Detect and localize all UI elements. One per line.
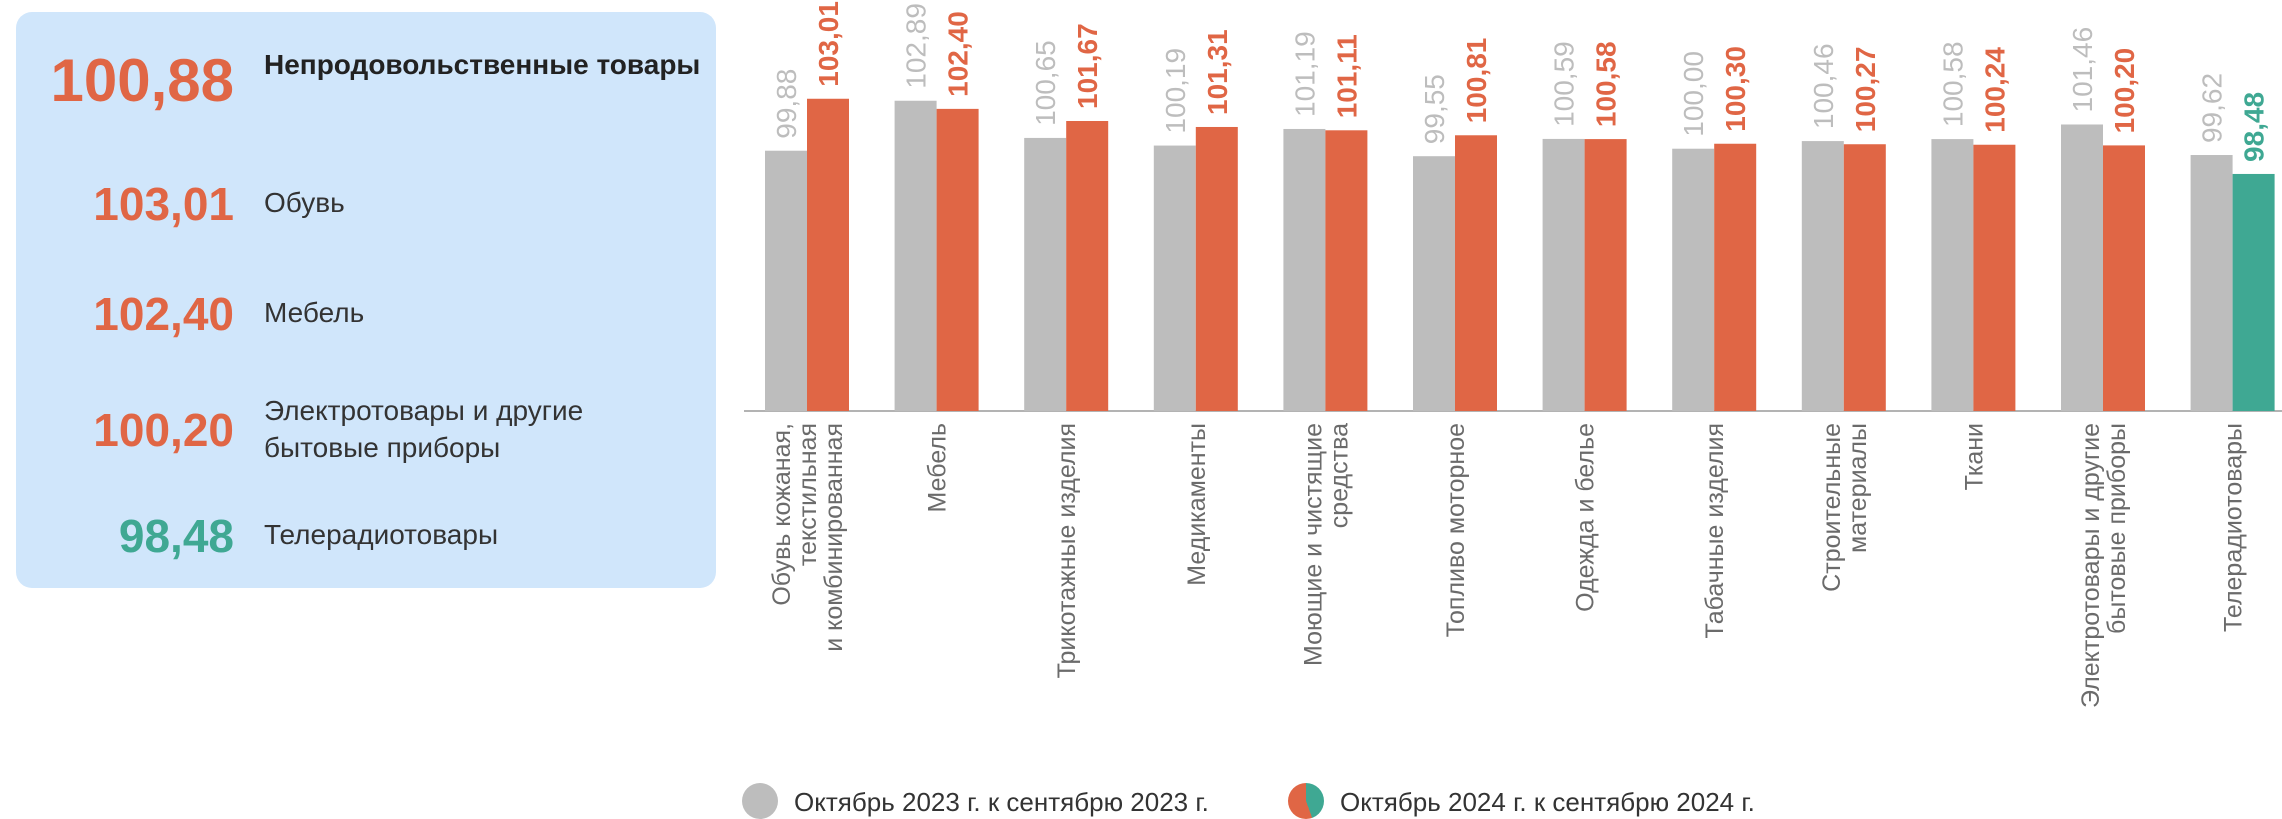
bar-2023	[2061, 124, 2103, 411]
summary-row-total: 100,88 Непродовольственные товары	[16, 44, 716, 122]
bar-2024	[1843, 144, 1886, 411]
data-label-2023: 101,46	[2067, 27, 2098, 113]
bar-2024	[1325, 130, 1368, 411]
bar-2023	[1024, 137, 1067, 411]
summary-label: Непродовольственные товары	[264, 49, 701, 80]
data-label-2023: 100,19	[1160, 48, 1191, 134]
data-label-2023: 100,58	[1937, 41, 1968, 127]
summary-label: Мебель	[264, 297, 365, 328]
data-label-2024: 98,48	[2239, 92, 2270, 162]
data-label-2024: 102,40	[943, 11, 974, 97]
data-label-2024: 100,20	[2109, 48, 2140, 134]
category-label: Телерадиотовары	[2220, 423, 2248, 632]
summary-row: 103,01 Обувь	[16, 172, 716, 230]
data-label-2024: 100,27	[1850, 47, 1881, 133]
summary-label: Телерадиотовары	[264, 519, 499, 550]
bar-2024	[1973, 144, 2016, 411]
summary-row: 100,20 Электротовары и другие бытовые при…	[16, 392, 716, 466]
data-label-2023: 100,65	[1030, 40, 1061, 126]
category-label: Строительные	[1818, 423, 1846, 592]
data-label-2023: 99,55	[1419, 74, 1450, 144]
category-label: Электротовары и другие	[2077, 423, 2105, 708]
orange-green-circle-icon	[1288, 783, 1324, 819]
category-label: Моющие и чистящие	[1299, 423, 1327, 666]
summary-value: 102,40	[93, 288, 234, 340]
summary-label: Электротовары и другие бытовые приборы	[264, 395, 584, 463]
data-label-2024: 100,81	[1461, 38, 1492, 124]
category-label: Трикотажные изделия	[1053, 423, 1081, 678]
gray-circle-icon	[742, 783, 778, 819]
summary-row: 98,48 Телерадиотовары	[16, 504, 716, 562]
summary-value: 100,88	[50, 47, 234, 114]
summary-value: 103,01	[93, 178, 234, 230]
category-label: Мебель	[924, 423, 952, 512]
category-label: Обувь кожаная,	[768, 423, 796, 606]
category-label: средства	[1325, 423, 1353, 528]
bar-2024	[2232, 173, 2275, 411]
category-label: Ткани	[1960, 423, 1988, 490]
bar-2023	[1413, 156, 1455, 411]
bar-2023	[765, 150, 807, 411]
bar-2024	[1066, 120, 1109, 412]
data-label-2024: 101,11	[1331, 34, 1362, 118]
bar-2023	[894, 100, 937, 411]
category-label: текстильная	[794, 423, 822, 566]
data-label-2023: 101,19	[1289, 31, 1320, 117]
legend-label-2024: Октябрь 2024 г. к сентябрю 2024 г.	[1340, 787, 1755, 817]
data-label-2024: 101,67	[1072, 23, 1103, 109]
data-label-2024: 100,24	[1979, 47, 2010, 133]
bar-2023	[1801, 141, 1844, 412]
bar-2023	[2190, 155, 2233, 411]
data-label-2023: 102,89	[901, 3, 932, 89]
data-label-2024: 100,30	[1720, 46, 1751, 132]
bar-2024	[936, 108, 979, 411]
bar-2023	[1931, 139, 1974, 412]
data-label-2024: 100,58	[1591, 41, 1622, 127]
bar-2024	[807, 98, 849, 411]
bar-2024	[1455, 135, 1497, 412]
bar-2024	[1195, 126, 1238, 411]
bar-2024	[1714, 143, 1757, 412]
category-label: Медикаменты	[1183, 423, 1211, 586]
data-label-2024: 101,31	[1202, 29, 1233, 115]
category-label: бытовые приборы	[2103, 423, 2131, 634]
data-label-2024: 103,01	[813, 1, 844, 87]
summary-label: Обувь	[264, 187, 345, 218]
summary-row: 102,40 Мебель	[16, 282, 716, 340]
bar-2024	[2103, 145, 2145, 411]
bar-2023	[1672, 148, 1715, 411]
summary-panel: 100,88 Непродовольственные товары 103,01 Об…	[16, 12, 716, 588]
bar-2023	[1153, 145, 1196, 412]
summary-value: 100,20	[93, 404, 234, 456]
category-label: Топливо моторное	[1442, 423, 1470, 637]
data-label-2023: 100,46	[1808, 43, 1839, 129]
category-label: материалы	[1844, 423, 1872, 553]
bar-2023	[1283, 128, 1326, 411]
bar-2024	[1584, 139, 1627, 412]
category-label: и комбинированная	[820, 423, 848, 652]
data-label-2023: 99,88	[771, 69, 802, 139]
category-label: Одежда и белье	[1572, 423, 1600, 612]
data-label-2023: 99,62	[2197, 73, 2228, 143]
legend-label-2023: Октябрь 2023 г. к сентябрю 2023 г.	[794, 787, 1209, 817]
category-label: Табачные изделия	[1701, 423, 1729, 638]
data-label-2023: 100,59	[1549, 41, 1580, 127]
data-label-2023: 100,00	[1678, 51, 1709, 137]
summary-value: 98,48	[118, 510, 234, 562]
bar-2023	[1542, 138, 1585, 411]
